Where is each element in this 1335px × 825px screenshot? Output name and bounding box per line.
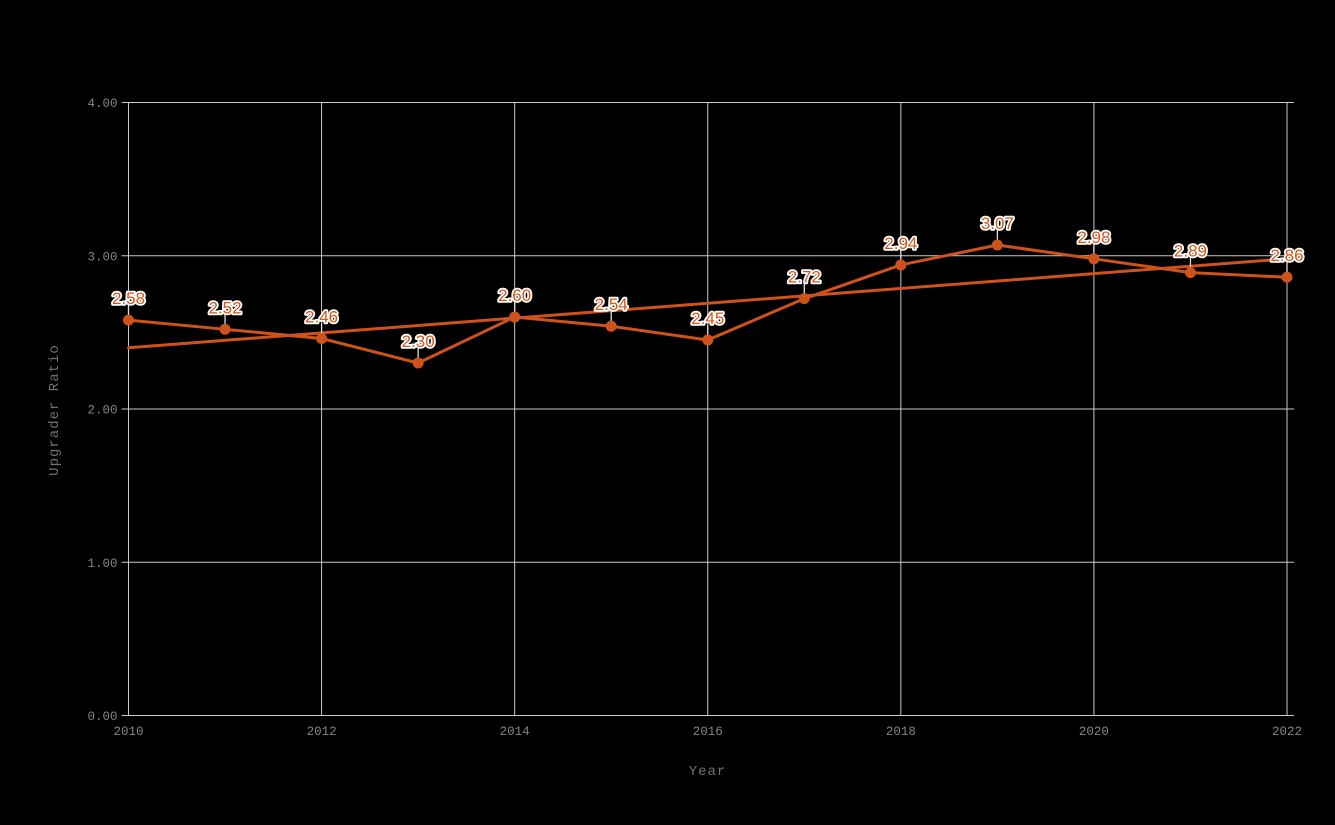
value-label: 2.54 <box>595 295 628 314</box>
x-tick-label: 2016 <box>693 725 723 739</box>
value-label: 2.52 <box>208 298 241 317</box>
value-label: 3.07 <box>981 214 1014 233</box>
x-tick-label: 2020 <box>1079 725 1109 739</box>
x-tick-label: 2012 <box>307 725 337 739</box>
data-point-marker <box>509 311 521 323</box>
data-point-marker <box>605 320 617 332</box>
y-tick-label: 2.00 <box>87 404 117 418</box>
value-label: 2.72 <box>788 268 821 287</box>
x-tick-label: 2014 <box>500 725 530 739</box>
data-point-marker <box>1281 271 1293 283</box>
data-point-marker <box>1184 267 1196 279</box>
y-tick-label: 3.00 <box>87 250 117 264</box>
value-label: 2.45 <box>691 309 724 328</box>
x-tick-label: 2018 <box>886 725 916 739</box>
data-point-marker <box>798 293 810 305</box>
data-point-marker <box>895 259 907 271</box>
value-label: 2.60 <box>498 286 531 305</box>
y-tick-label: 4.00 <box>87 97 117 111</box>
data-point-marker <box>702 334 714 346</box>
value-label: 2.30 <box>402 332 435 351</box>
value-label: 2.94 <box>884 234 917 253</box>
y-tick-label: 0.00 <box>87 710 117 724</box>
x-tick-label: 2010 <box>113 725 143 739</box>
x-tick-label: 2022 <box>1272 725 1302 739</box>
value-label: 2.86 <box>1270 246 1303 265</box>
value-label: 2.89 <box>1174 242 1207 261</box>
value-label: 2.98 <box>1077 228 1110 247</box>
data-point-marker <box>316 333 328 345</box>
y-tick-label: 1.00 <box>87 557 117 571</box>
data-point-marker <box>991 239 1003 251</box>
x-axis-title: Year <box>688 764 727 780</box>
value-label: 2.46 <box>305 308 338 327</box>
data-point-marker <box>219 323 231 335</box>
y-axis-title: Upgrader Ratio <box>47 344 63 476</box>
data-point-marker <box>1088 253 1100 265</box>
value-label: 2.58 <box>112 289 145 308</box>
data-point-marker <box>123 314 134 326</box>
data-point-marker <box>412 357 424 369</box>
